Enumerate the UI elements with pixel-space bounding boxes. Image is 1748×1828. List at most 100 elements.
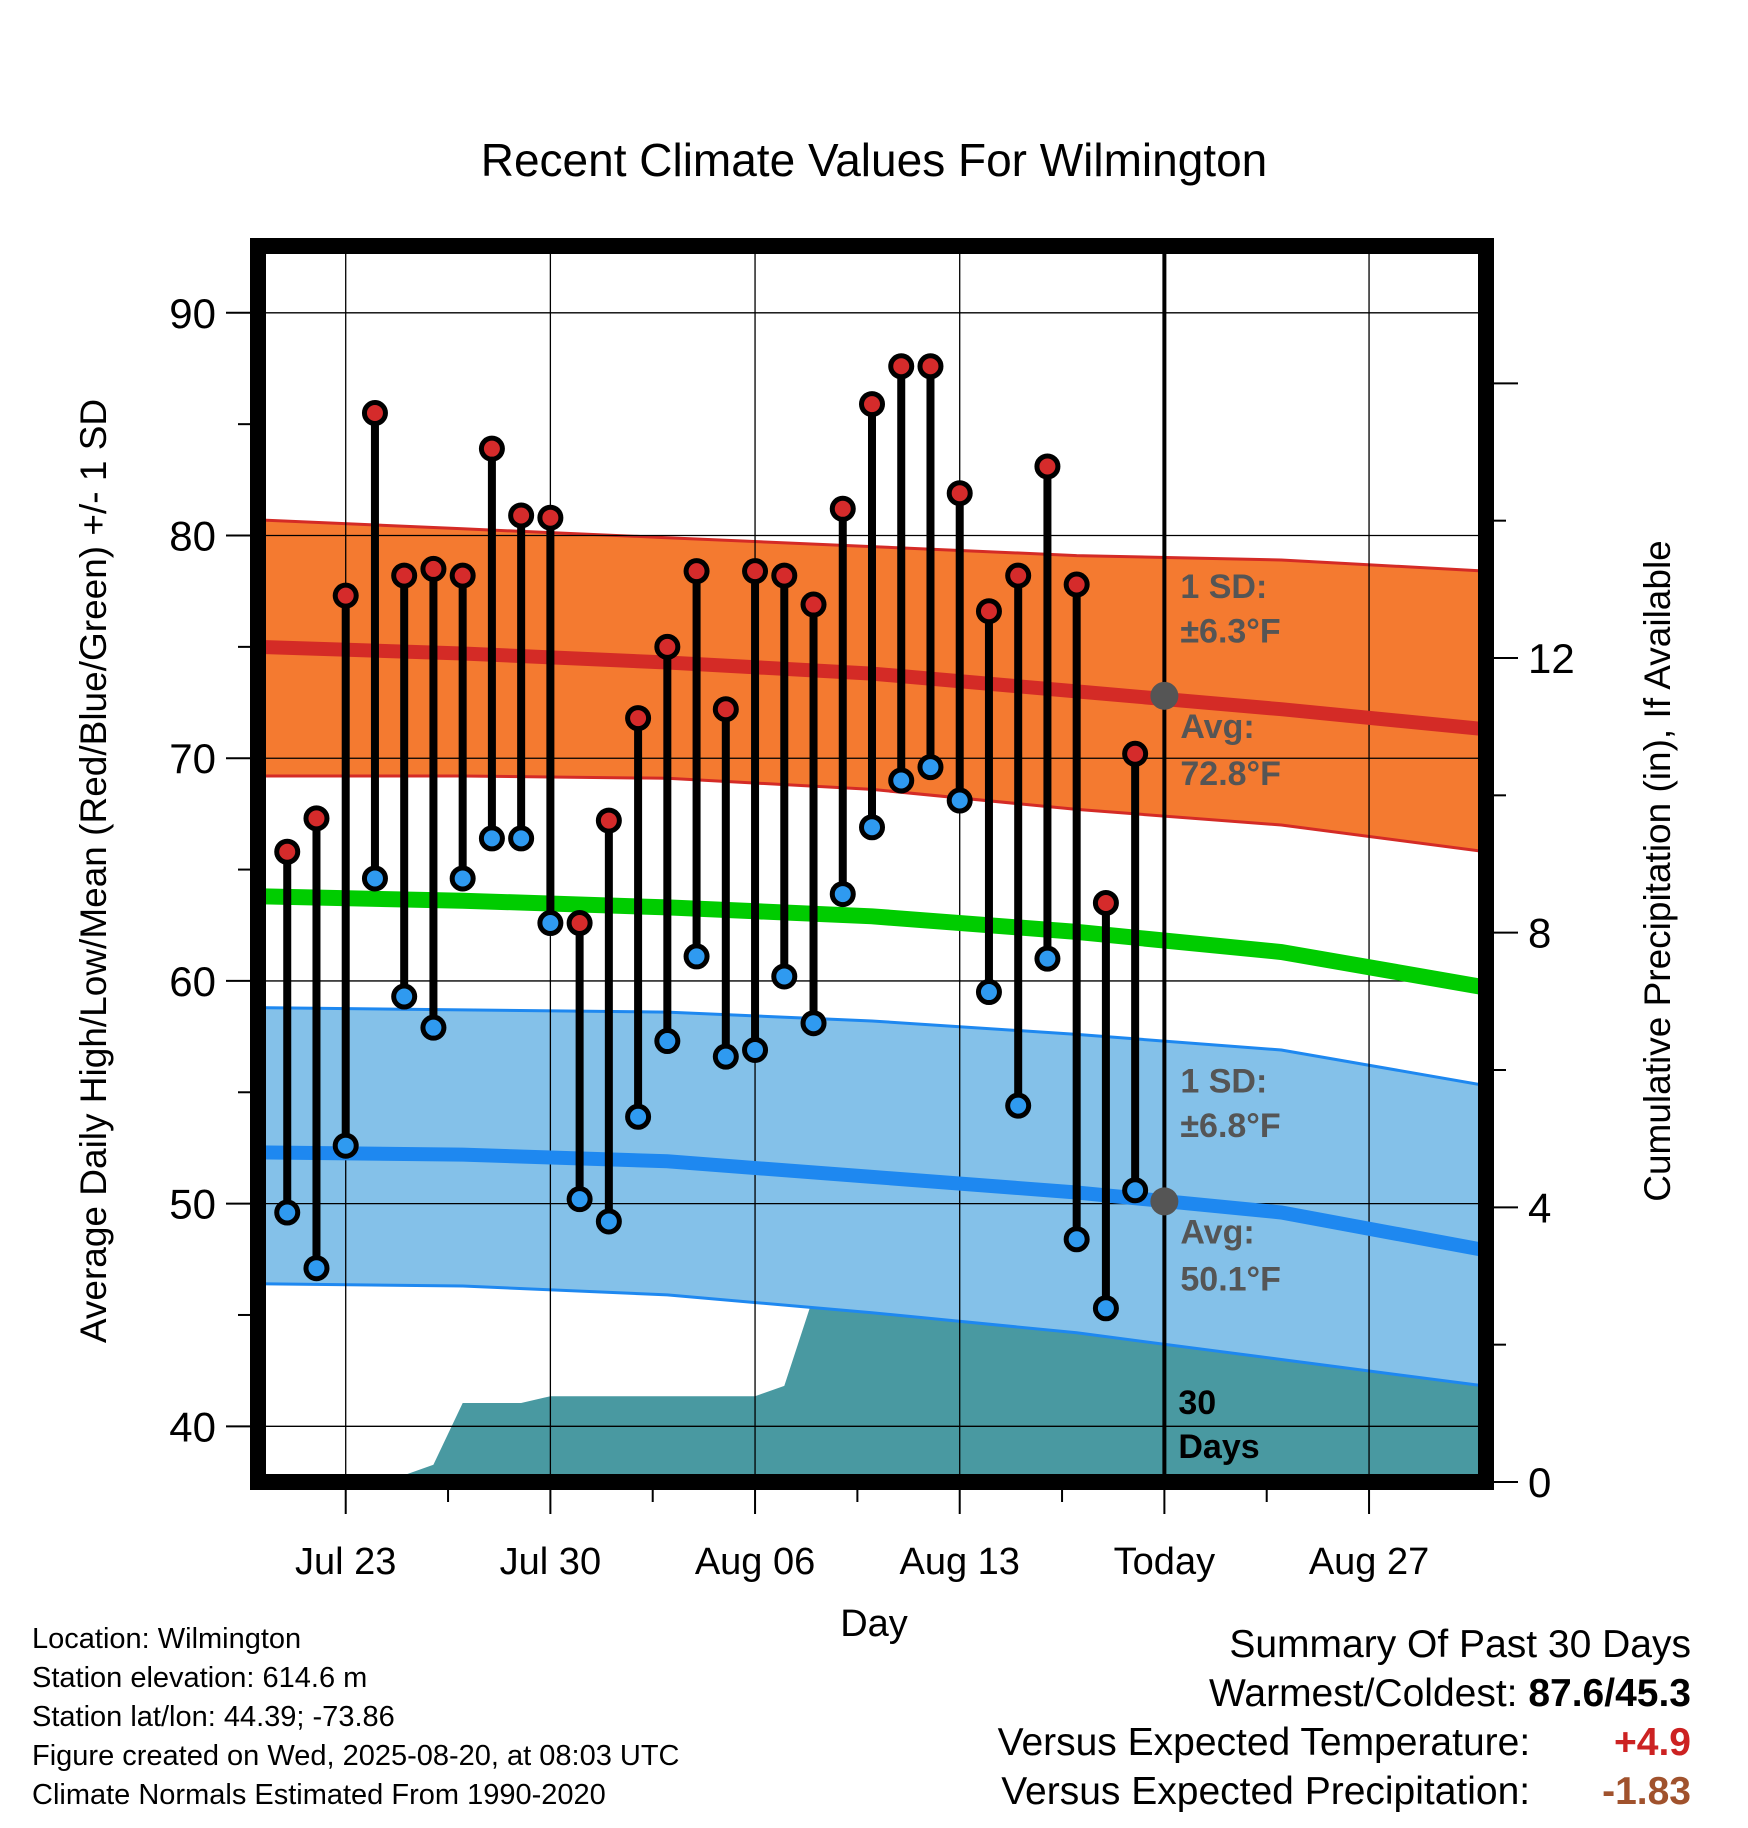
daily-high-point [625, 705, 652, 732]
daily-low-point [800, 1010, 827, 1037]
low-lower-edge [258, 1282, 1486, 1388]
precip-departure-value: -1.83 [1602, 1770, 1691, 1813]
low-avg-value: 50.1°F [1180, 1260, 1281, 1298]
daily-high-point [771, 562, 798, 589]
days-word-label: Days [1178, 1428, 1259, 1466]
y-tick-label: 90 [169, 290, 216, 337]
high-sd-value: ±6.3°F [1180, 612, 1280, 650]
x-tick-label: Jul 23 [295, 1541, 396, 1583]
daily-low-point [683, 943, 710, 970]
low-avg-label: Avg: [1180, 1214, 1254, 1252]
daily-high-point [1005, 562, 1032, 589]
daily-high-point [1034, 453, 1061, 480]
y-tick-label: 40 [169, 1403, 216, 1450]
y2-tick-label: 8 [1528, 910, 1551, 957]
today-low-avg-marker [1150, 1187, 1179, 1216]
daily-low-point [771, 963, 798, 990]
daily-low-point [537, 910, 564, 937]
summary-title: Summary Of Past 30 Days [1229, 1623, 1691, 1666]
mean-average-line [258, 888, 1486, 996]
plot-frame [250, 238, 1494, 1490]
plot-area: 1 SD: ±6.3°F Avg: 72.8°F 1 SD: ±6.8°F Avg: 50.1… [169, 238, 1575, 1583]
y2-tick-label: 12 [1528, 635, 1575, 682]
y-tick-label: 70 [169, 735, 216, 782]
daily-low-point [1092, 1295, 1119, 1322]
y-axis-label: Average Daily High/Low/Mean (Red/Blue/Gr… [73, 399, 114, 1343]
x-tick-label: Aug 13 [899, 1541, 1019, 1583]
daily-high-point [917, 353, 944, 380]
daily-high-point [975, 598, 1002, 625]
y2-tick-label: 4 [1528, 1184, 1551, 1231]
location-text: Location: Wilmington [32, 1623, 302, 1655]
daily-high-point [449, 562, 476, 589]
daily-low-point [859, 814, 885, 841]
temp-departure-value: +4.9 [1614, 1721, 1691, 1764]
x-tick-label: Aug 27 [1309, 1541, 1429, 1583]
daily-low-point [274, 1199, 301, 1226]
plot-content [258, 246, 1486, 1482]
daily-high-point [595, 807, 622, 834]
daily-low-point [625, 1103, 652, 1130]
daily-low-point [508, 825, 535, 852]
summary-warmest-row: Warmest/Coldest: 87.6/45.3 [998, 1669, 1691, 1718]
daily-low-point [1122, 1177, 1149, 1204]
low-sd-band [258, 1007, 1486, 1387]
y2-axis-label: Cumulative Precipitation (in), If Availa… [1637, 540, 1678, 1202]
daily-low-point [975, 979, 1002, 1006]
daily-high-point [391, 562, 418, 589]
daily-high-point [829, 495, 856, 522]
daily-low-point [303, 1255, 330, 1282]
daily-high-point [888, 353, 915, 380]
low-average-line [258, 1145, 1486, 1258]
daily-high-point [508, 502, 535, 529]
daily-low-point [654, 1028, 681, 1055]
station-info: Location: Wilmington Station elevation: … [32, 1620, 680, 1815]
y-tick-label: 80 [169, 513, 216, 560]
summary-precip-row: Versus Expected Precipitation: -1.83 [998, 1767, 1691, 1816]
daily-low-point [829, 881, 856, 908]
daily-low-point [478, 825, 505, 852]
created-text: Figure created on Wed, 2025-08-20, at 08… [32, 1740, 680, 1772]
low-upper-edge [258, 1006, 1486, 1088]
warmest-value: 87.6/45.3 [1528, 1672, 1691, 1715]
daily-high-point [859, 391, 885, 418]
y2-tick-label: 0 [1528, 1459, 1551, 1506]
daily-high-point [303, 805, 330, 832]
daily-low-point [1034, 945, 1061, 972]
daily-high-point [420, 555, 447, 582]
daily-high-point [537, 504, 564, 531]
daily-low-point [1063, 1226, 1090, 1253]
daily-low-point [361, 865, 388, 892]
high-avg-label: Avg: [1180, 708, 1254, 746]
today-high-avg-marker [1150, 681, 1179, 710]
x-tick-label: Jul 30 [500, 1541, 601, 1583]
daily-high-point [946, 480, 973, 507]
daily-low-point [595, 1208, 622, 1235]
chart-title: Recent Climate Values For Wilmington [481, 134, 1268, 186]
daily-low-point [1005, 1092, 1032, 1119]
daily-low-point [449, 865, 476, 892]
latlon-text: Station lat/lon: 44.39; -73.86 [32, 1701, 395, 1733]
y-tick-label: 50 [169, 1181, 216, 1228]
daily-low-point [391, 983, 418, 1010]
daily-high-point [712, 696, 739, 723]
daily-high-point [742, 558, 769, 585]
daily-high-point [1122, 740, 1149, 767]
daily-high-point [478, 435, 505, 462]
daily-low-point [742, 1036, 769, 1063]
daily-high-point [1092, 889, 1119, 916]
daily-low-point [332, 1132, 359, 1159]
y-tick-label: 60 [169, 958, 216, 1005]
precip-departure-label: Versus Expected Precipitation: [1001, 1770, 1531, 1813]
high-avg-value: 72.8°F [1180, 755, 1281, 793]
normals-text: Climate Normals Estimated From 1990-2020 [32, 1779, 606, 1811]
daily-low-point [712, 1043, 739, 1070]
warmest-label: Warmest/Coldest: [1209, 1672, 1518, 1715]
daily-low-point [566, 1186, 593, 1213]
x-tick-label: Aug 06 [695, 1541, 815, 1583]
summary-temp-row: Versus Expected Temperature: +4.9 [998, 1718, 1691, 1767]
x-axis-label: Day [840, 1603, 908, 1645]
daily-low-point [946, 787, 973, 814]
daily-high-point [654, 633, 681, 660]
